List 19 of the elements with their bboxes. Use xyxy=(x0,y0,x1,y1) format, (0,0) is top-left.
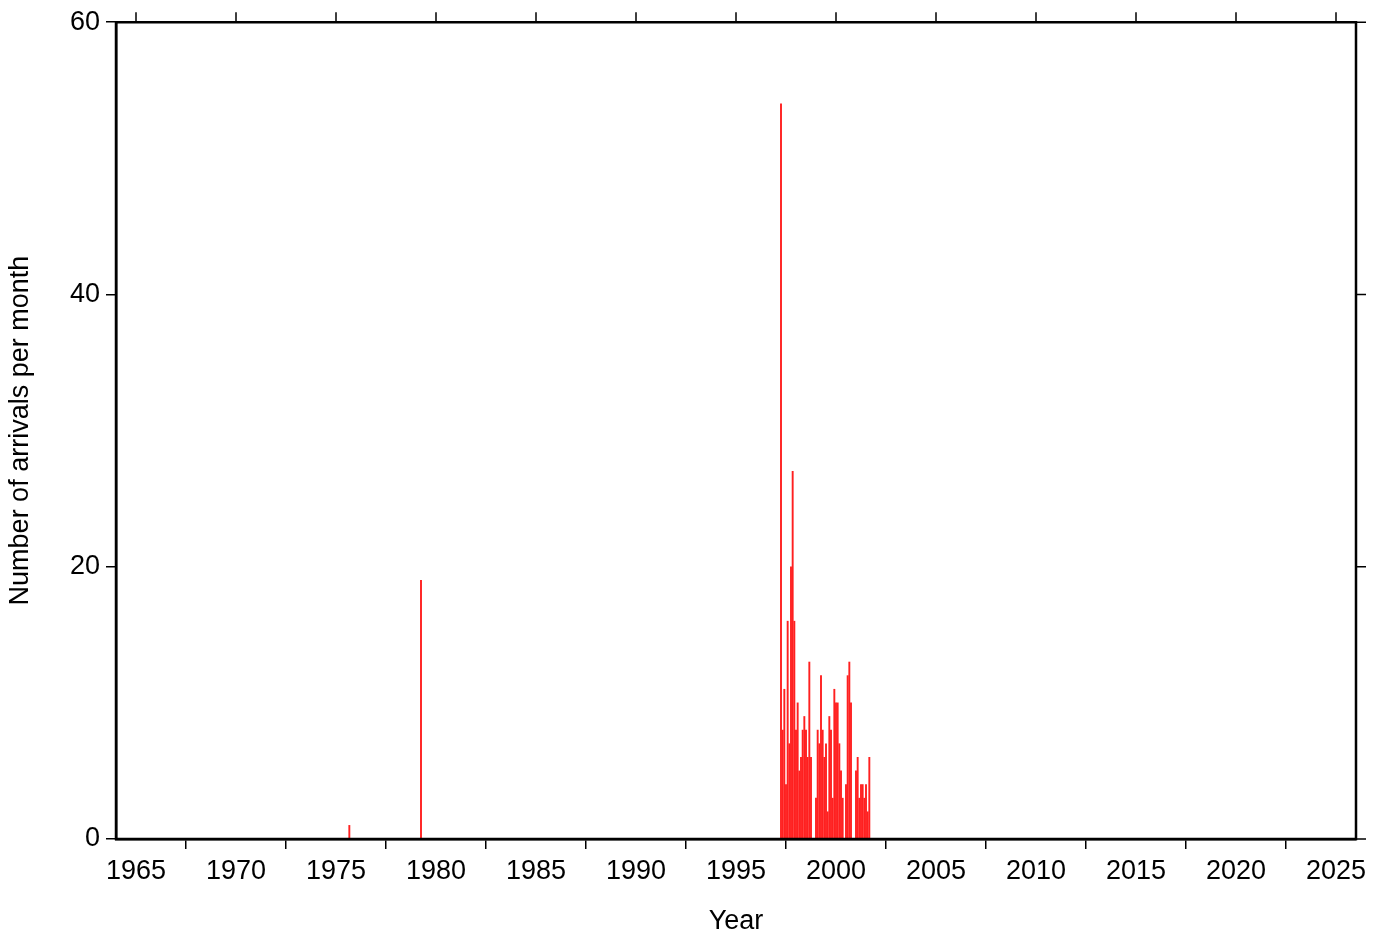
y-tick-label: 0 xyxy=(84,822,100,853)
x-tick-label: 1985 xyxy=(505,854,567,885)
y-tick-label: 20 xyxy=(69,550,100,581)
x-tick-label: 1975 xyxy=(305,854,367,885)
x-tick-label: 1965 xyxy=(105,854,167,885)
x-tick-label: 1990 xyxy=(605,854,667,885)
x-tick-label: 2015 xyxy=(1105,854,1167,885)
x-tick-label: 2010 xyxy=(1005,854,1067,885)
x-tick-label: 1970 xyxy=(205,854,267,885)
x-axis-title: Year xyxy=(708,905,764,936)
x-tick-label: 2025 xyxy=(1305,854,1367,885)
x-tick-label: 2020 xyxy=(1205,854,1267,885)
x-tick-label: 2005 xyxy=(905,854,967,885)
y-tick-label: 40 xyxy=(69,277,100,308)
x-tick-label: 1980 xyxy=(405,854,467,885)
y-tick-label: 60 xyxy=(69,5,100,36)
x-tick-label: 2000 xyxy=(805,854,867,885)
x-tick-label: 1995 xyxy=(705,854,767,885)
y-axis-title: Number of arrivals per month xyxy=(3,255,34,606)
